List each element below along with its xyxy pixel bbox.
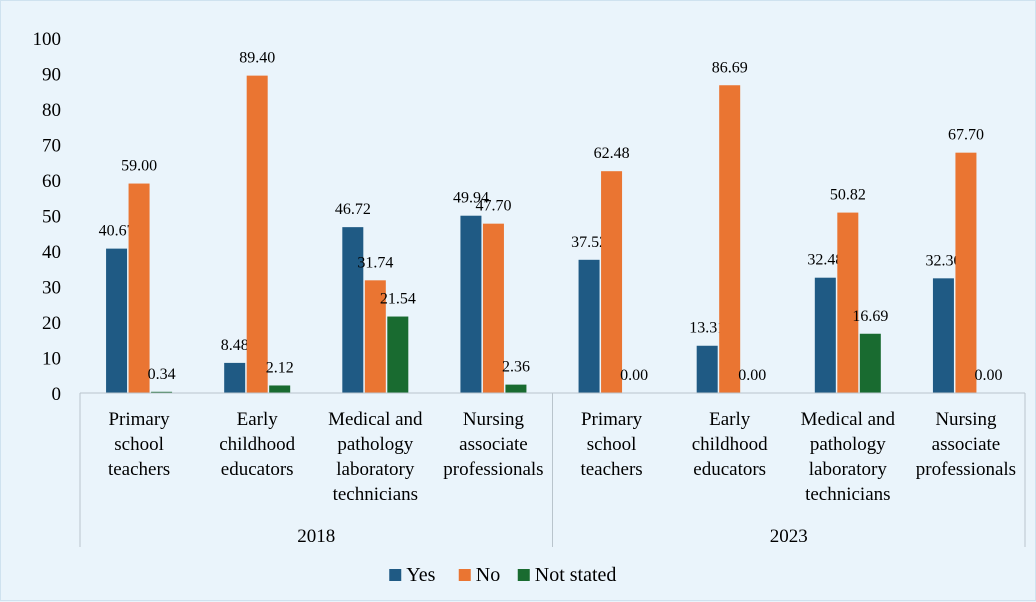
data-label: 2.36 <box>502 359 530 376</box>
data-label: 62.48 <box>594 145 630 162</box>
data-label: 0.00 <box>974 367 1002 384</box>
group-label: 2023 <box>770 526 808 547</box>
data-label: 49.94 <box>453 190 489 207</box>
bar-yes <box>696 345 718 393</box>
category-label: Medical and <box>801 409 896 430</box>
category-label: teachers <box>580 459 642 480</box>
bar-no <box>837 212 859 393</box>
category-label: Early <box>237 409 279 430</box>
bar-yes <box>814 277 836 393</box>
bar-no <box>719 85 741 394</box>
data-label: 50.82 <box>830 187 866 204</box>
legend-swatch-yes <box>389 569 402 581</box>
category-label: educators <box>693 459 766 480</box>
data-label: 2.12 <box>266 359 294 376</box>
y-tick-label: 100 <box>33 29 62 50</box>
data-label: 46.72 <box>335 201 371 218</box>
y-tick-label: 70 <box>42 136 61 157</box>
legend-swatch-not-stated <box>517 569 530 581</box>
bar-no <box>364 280 386 393</box>
category-label: technicians <box>333 484 418 505</box>
bar-not-stated <box>859 333 881 393</box>
y-tick-label: 60 <box>42 171 61 192</box>
bar-yes <box>224 362 246 393</box>
bar-not-stated <box>387 316 409 393</box>
bar-no <box>128 183 150 393</box>
data-label: 40.67 <box>99 223 135 240</box>
bar-no <box>601 171 623 393</box>
category-label: educators <box>221 459 294 480</box>
bar-yes <box>106 248 128 393</box>
data-label: 8.48 <box>221 337 249 354</box>
y-tick-label: 0 <box>52 384 62 405</box>
bar-not-stated <box>151 391 173 393</box>
legend-label: Not stated <box>535 564 617 586</box>
data-label: 37.52 <box>571 234 607 251</box>
legend-swatch-no <box>458 569 471 581</box>
y-tick-label: 20 <box>42 313 61 334</box>
category-label: pathology <box>810 434 886 455</box>
data-label: 0.00 <box>738 367 766 384</box>
data-label: 16.69 <box>852 308 888 325</box>
category-label: school <box>587 434 637 455</box>
category-label: associate <box>459 434 528 455</box>
bar-not-stated <box>269 385 291 393</box>
data-label: 32.48 <box>807 252 843 269</box>
category-label: Nursing <box>463 409 525 430</box>
bar-yes <box>578 259 600 393</box>
data-label: 0.34 <box>148 366 176 383</box>
bar-not-stated <box>505 384 527 393</box>
data-label: 32.30 <box>925 252 961 269</box>
bar-no <box>246 75 268 393</box>
bar-no <box>955 152 977 393</box>
category-label: laboratory <box>809 459 888 480</box>
data-label: 0.00 <box>620 367 648 384</box>
category-label: professionals <box>916 459 1016 480</box>
data-label: 86.69 <box>712 59 748 76</box>
category-label: Early <box>709 409 751 430</box>
category-label: professionals <box>443 459 543 480</box>
y-tick-label: 40 <box>42 242 61 263</box>
y-tick-label: 30 <box>42 278 61 299</box>
data-label: 13.31 <box>689 320 725 337</box>
category-label: childhood <box>692 434 768 455</box>
data-label: 31.74 <box>357 254 393 271</box>
category-label: childhood <box>219 434 295 455</box>
data-label: 47.70 <box>475 198 511 215</box>
category-label: associate <box>932 434 1001 455</box>
group-label: 2018 <box>297 526 335 547</box>
y-tick-label: 50 <box>42 207 61 228</box>
y-tick-label: 80 <box>42 100 61 121</box>
category-label: Primary <box>581 409 643 430</box>
category-label: pathology <box>337 434 413 455</box>
bar-yes <box>342 227 364 393</box>
category-label: technicians <box>805 484 890 505</box>
category-label: Medical and <box>328 409 423 430</box>
bar-no <box>482 223 504 393</box>
data-label: 67.70 <box>948 127 984 144</box>
category-label: Nursing <box>935 409 997 430</box>
y-tick-label: 90 <box>42 65 61 86</box>
data-label: 59.00 <box>121 158 157 175</box>
legend-label: Yes <box>406 564 435 586</box>
data-label: 21.54 <box>380 291 416 308</box>
y-tick-label: 10 <box>42 349 61 370</box>
category-label: school <box>114 434 164 455</box>
category-label: teachers <box>108 459 170 480</box>
bar-yes <box>932 278 954 393</box>
category-label: Primary <box>108 409 170 430</box>
legend-label: No <box>476 564 500 586</box>
data-label: 89.40 <box>239 50 275 67</box>
bar-yes <box>460 215 482 393</box>
category-label: laboratory <box>336 459 415 480</box>
